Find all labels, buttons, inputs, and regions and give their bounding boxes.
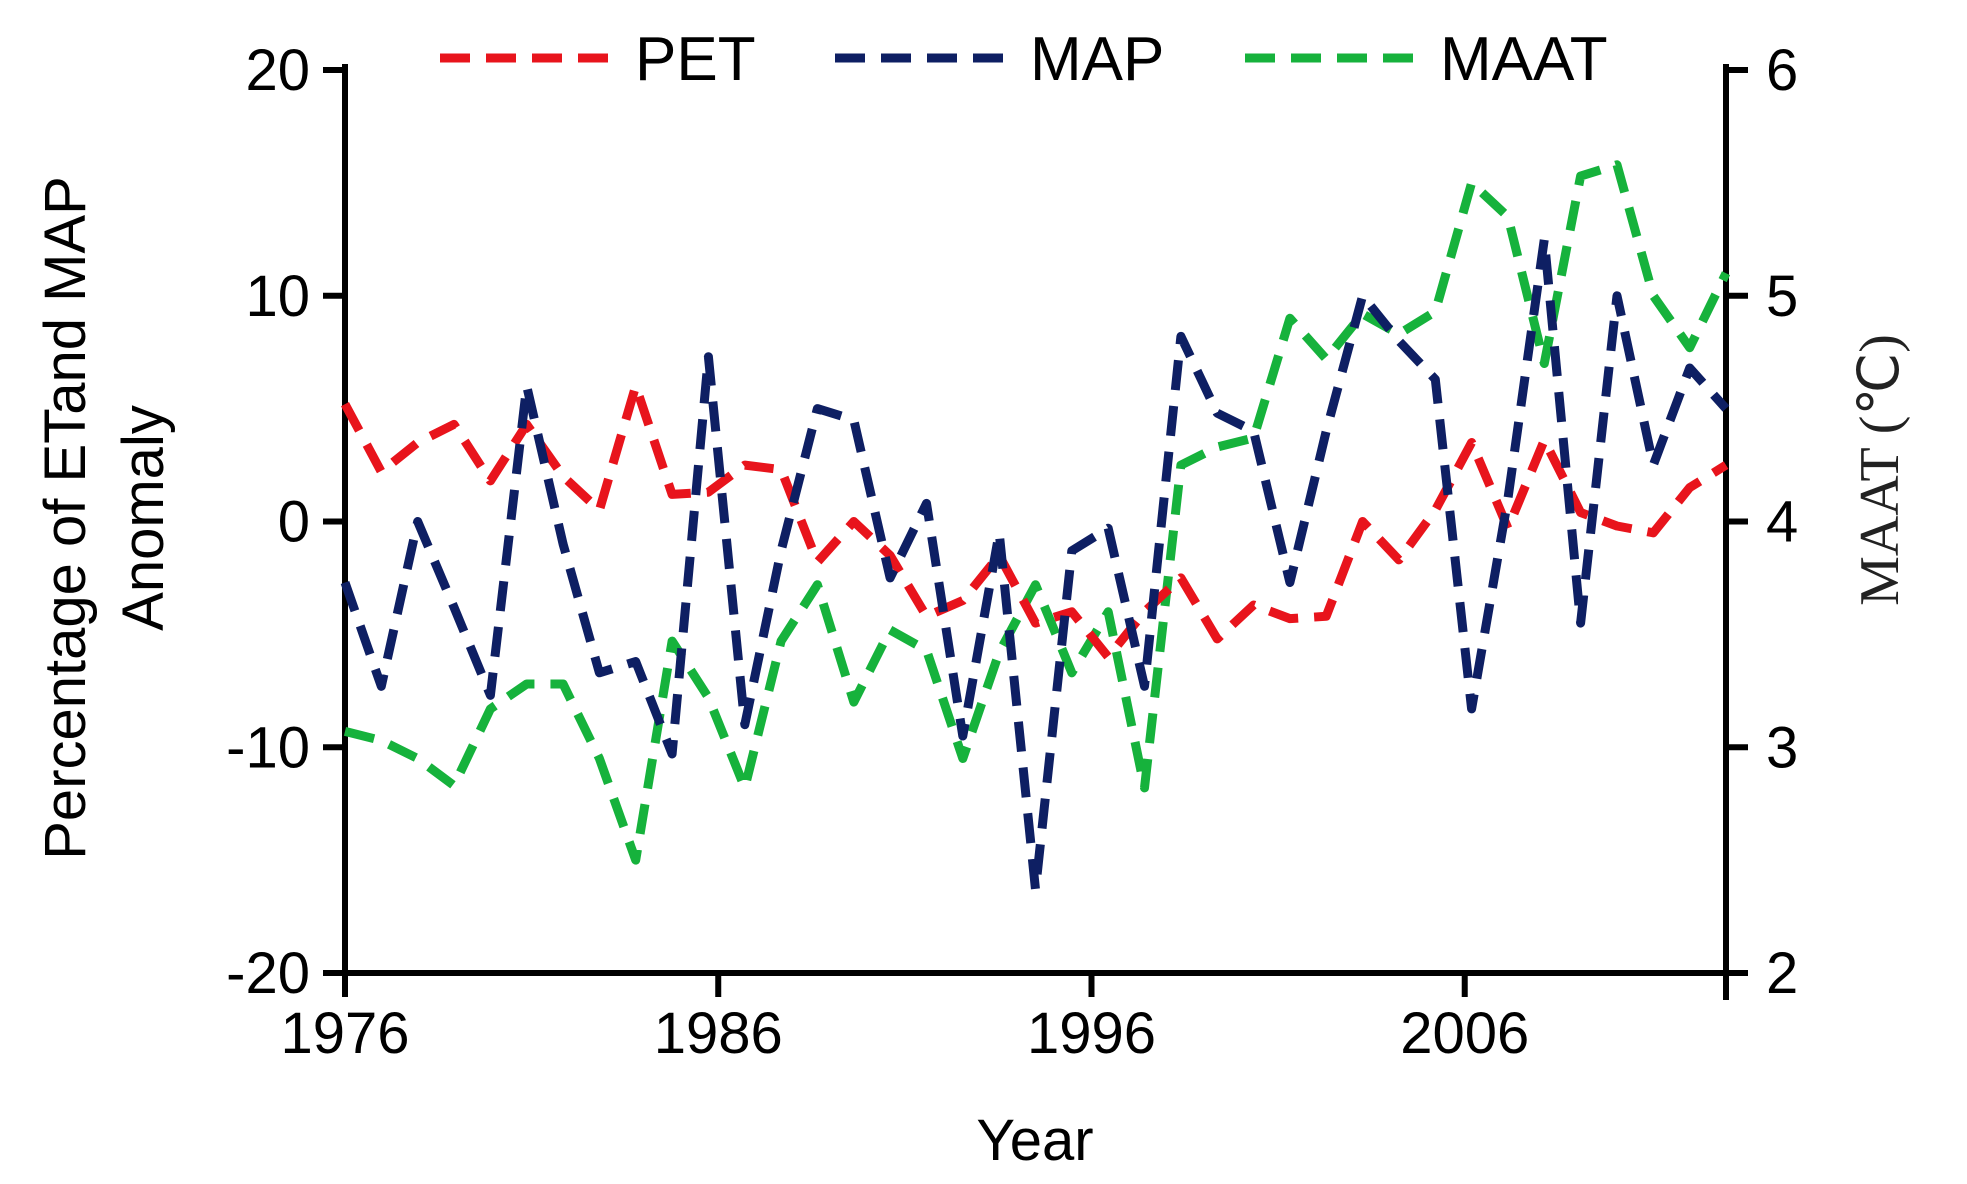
y2-tick-label: 6 (1766, 38, 1798, 103)
series-line-map (340, 234, 1730, 894)
x-tick-label: 2006 (1400, 1001, 1529, 1066)
y2-tick-label: 3 (1766, 715, 1798, 780)
y2-tick-label: 4 (1766, 490, 1798, 555)
y-axis-title-line1: Percentage of ETand MAP (33, 176, 98, 860)
y-tick-label: 0 (278, 490, 310, 555)
x-axis-title: Year (976, 1108, 1093, 1173)
y-axis-title: Percentage of ETand MAP Anomaly (33, 176, 176, 860)
legend-label-map: MAP (1030, 25, 1164, 94)
x-tick-label: 1996 (1027, 1001, 1156, 1066)
y2-tick-label: 2 (1766, 941, 1798, 1006)
legend-label-maat: MAAT (1440, 25, 1608, 94)
y2-axis-title: MAAT (℃) (1849, 334, 1911, 606)
series-lines (340, 160, 1731, 894)
y-tick-label: 20 (245, 38, 310, 103)
y-tick-label: 10 (245, 264, 310, 329)
tick-labels: -20 -10 0 10 20 2 3 4 5 6 1976 1986 1996 2006 (226, 38, 1798, 1066)
legend: PET MAP MAAT (440, 25, 1608, 94)
y-tick-label: -20 (226, 941, 310, 1006)
series-line-pet (341, 381, 1729, 662)
y2-tick-label: 5 (1766, 264, 1798, 329)
y-tick-label: -10 (226, 715, 310, 780)
ticks (323, 67, 1748, 997)
legend-label-pet: PET (635, 25, 756, 94)
x-tick-label: 1986 (654, 1001, 783, 1066)
x-tick-label: 1976 (280, 1001, 409, 1066)
series-line-maat (343, 160, 1731, 865)
y-axis-title-line2: Anomaly (111, 405, 176, 631)
